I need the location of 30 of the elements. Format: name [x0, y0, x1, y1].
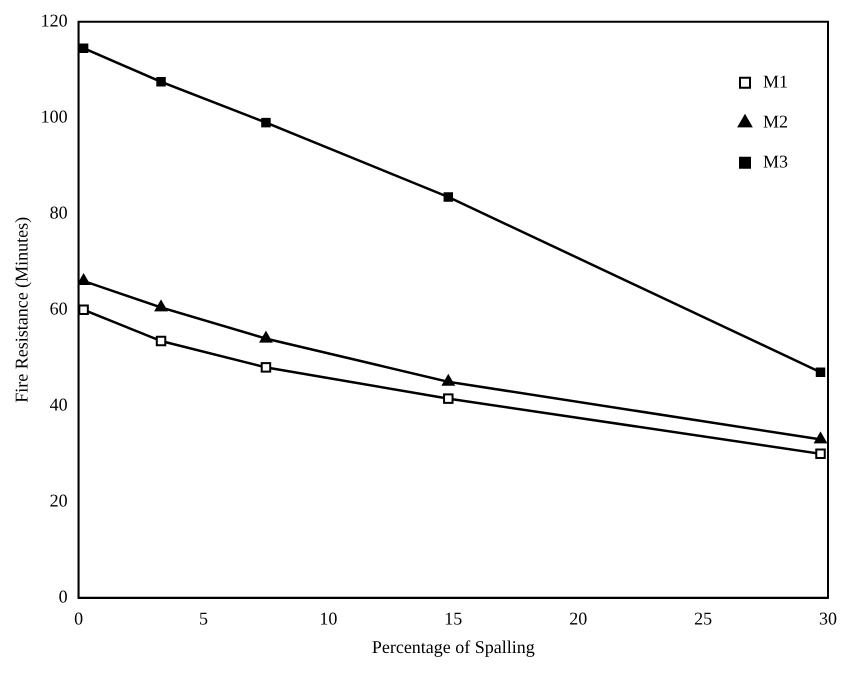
y-tick-label: 120: [40, 10, 68, 31]
point: [261, 118, 271, 128]
legend-label: M2: [762, 112, 788, 132]
x-axis-title: Percentage of Spalling: [372, 636, 535, 657]
x-tick-label: 0: [74, 608, 84, 628]
point: [444, 192, 454, 202]
y-tick-label: 20: [50, 490, 68, 511]
legend-label: M3: [762, 152, 788, 172]
x-tick-label: 10: [319, 608, 338, 628]
y-tick-label: 100: [40, 106, 68, 127]
point: [815, 448, 826, 460]
x-tick-label: 20: [569, 608, 588, 628]
x-tick-label: 25: [694, 608, 712, 628]
point: [78, 43, 88, 53]
y-tick-label: 60: [50, 298, 68, 319]
legend-label: M1: [762, 72, 788, 92]
y-tick-label: 0: [58, 586, 68, 607]
y-tick-label: 80: [50, 202, 68, 223]
point: [260, 362, 272, 373]
point: [816, 367, 826, 377]
point: [156, 336, 166, 346]
point: [443, 393, 454, 404]
y-tick-label: 40: [50, 394, 68, 415]
x-tick-label: 5: [199, 608, 208, 628]
x-tick-label: 30: [819, 608, 837, 628]
point: [78, 304, 89, 316]
x-tick-label: 15: [444, 608, 462, 628]
point: [156, 77, 166, 87]
point: [259, 331, 273, 343]
y-axis-title: Fire Resistance (Minutes): [12, 216, 32, 403]
